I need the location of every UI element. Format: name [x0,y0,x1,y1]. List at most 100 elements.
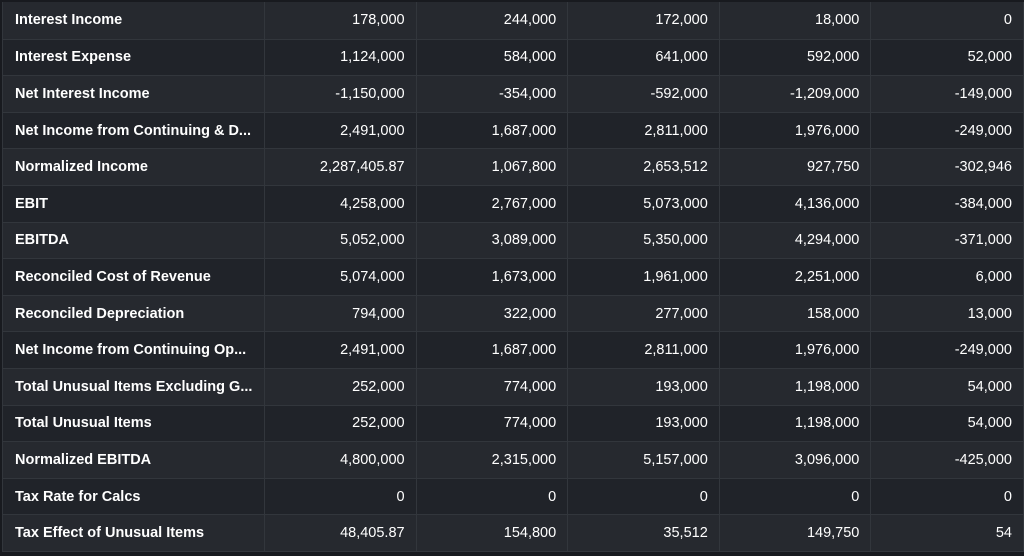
table-row: Tax Rate for Calcs 0 0 0 0 0 [3,477,1023,515]
row-label-cell: Normalized EBITDA [3,442,265,478]
value-cell: 52,000 [871,39,1023,76]
row-label: Total Unusual Items Excluding G... [15,378,253,395]
value-cell: 1,687,000 [416,332,569,368]
value-cell: 1,976,000 [719,112,872,149]
row-label: Total Unusual Items [15,415,152,432]
table-row: Interest Expense 1,124,000 584,000 641,000 5… [3,38,1023,76]
value-cell: 5,157,000 [568,442,720,478]
value-cell: 1,673,000 [416,259,569,295]
value-cell: -425,000 [871,442,1023,478]
table-row: Reconciled Depreciation 794,000 322,000 277… [3,294,1023,332]
row-label-cell: Total Unusual Items Excluding G... [3,368,265,405]
value-cell: 244,000 [416,2,569,39]
table-row: Interest Income 178,000 244,000 172,000 18,0… [3,2,1023,39]
value-cell: 2,491,000 [265,112,417,149]
value-cell: 158,000 [719,295,872,332]
table-row: Reconciled Cost of Revenue 5,074,000 1,673… [3,258,1023,295]
value-cell: 2,767,000 [416,185,569,222]
value-cell: 2,811,000 [568,112,720,149]
row-label-cell: Interest Expense [3,39,265,76]
value-cell: 13,000 [871,295,1023,332]
value-cell: -149,000 [871,76,1023,112]
table-row: EBITDA 5,052,000 3,089,000 5,350,000 4,294,0… [3,221,1023,259]
row-label: EBIT [15,195,49,212]
value-cell: 54,000 [871,368,1023,405]
value-cell: 774,000 [416,405,569,442]
row-label: Net Interest Income [15,85,150,102]
value-cell: 2,653,512 [568,149,720,185]
value-cell: 0 [719,478,872,515]
row-label: Tax Effect of Unusual Items [15,525,205,542]
table-row: Net Interest Income -1,150,000 -354,000 -59… [3,75,1023,112]
value-cell: 774,000 [416,368,569,405]
value-cell: 193,000 [568,368,720,405]
value-cell: 54,000 [871,405,1023,442]
row-label-cell: Net Income from Continuing & D... [3,112,265,149]
table-row: Net Income from Continuing & D... 2,491,0… [3,111,1023,149]
value-cell: -592,000 [568,76,720,112]
value-cell: 3,089,000 [416,222,569,259]
value-cell: 4,258,000 [265,185,417,222]
value-cell: 193,000 [568,405,720,442]
row-label: Interest Income [15,12,123,29]
value-cell: 0 [416,478,569,515]
value-cell: 18,000 [719,2,872,39]
row-label-cell: Tax Rate for Calcs [3,478,265,515]
value-cell: 35,512 [568,515,720,551]
value-cell: 927,750 [719,149,872,185]
row-label-cell: Reconciled Cost of Revenue [3,259,265,295]
value-cell: 3,096,000 [719,442,872,478]
table-row: Normalized Income 2,287,405.87 1,067,800 2,… [3,148,1023,185]
row-label-cell: Interest Income [3,2,265,39]
row-label: Interest Expense [15,49,132,66]
value-cell: 154,800 [416,515,569,551]
value-cell: 0 [871,2,1023,39]
row-label: Net Income from Continuing & D... [15,122,252,139]
table-row: Total Unusual Items Excluding G... 252,00… [3,367,1023,405]
row-label: Reconciled Cost of Revenue [15,268,211,285]
value-cell: -1,150,000 [265,76,417,112]
value-cell: 322,000 [416,295,569,332]
table-row: Net Income from Continuing Op... 2,491,00… [3,331,1023,368]
row-label-cell: Normalized Income [3,149,265,185]
row-label: Reconciled Depreciation [15,305,185,322]
row-label-cell: EBITDA [3,222,265,259]
value-cell: 172,000 [568,2,720,39]
row-label: Normalized Income [15,159,148,176]
value-cell: 2,251,000 [719,259,872,295]
table-row: Tax Effect of Unusual Items 48,405.87 154,… [3,514,1023,551]
value-cell: 0 [568,478,720,515]
row-label: EBITDA [15,232,69,249]
table-row: Normalized EBITDA 4,800,000 2,315,000 5,157… [3,441,1023,478]
value-cell: -354,000 [416,76,569,112]
value-cell: 1,198,000 [719,405,872,442]
table-row: Total Unusual Items 252,000 774,000 193,000… [3,404,1023,442]
value-cell: 1,961,000 [568,259,720,295]
value-cell: 5,350,000 [568,222,720,259]
value-cell: 2,287,405.87 [265,149,417,185]
value-cell: 178,000 [265,2,417,39]
value-cell: 1,976,000 [719,332,872,368]
value-cell: 6,000 [871,259,1023,295]
row-label: Tax Rate for Calcs [15,488,141,505]
value-cell: 0 [265,478,417,515]
value-cell: 2,315,000 [416,442,569,478]
value-cell: 5,052,000 [265,222,417,259]
value-cell: 54 [871,515,1023,551]
row-label-cell: Tax Effect of Unusual Items [3,515,265,551]
row-label-cell: Reconciled Depreciation [3,295,265,332]
value-cell: 4,136,000 [719,185,872,222]
row-label: Normalized EBITDA [15,451,152,468]
value-cell: 277,000 [568,295,720,332]
value-cell: 1,067,800 [416,149,569,185]
value-cell: 641,000 [568,39,720,76]
row-label-cell: EBIT [3,185,265,222]
table-row: EBIT 4,258,000 2,767,000 5,073,000 4,136,000… [3,184,1023,222]
value-cell: -249,000 [871,332,1023,368]
value-cell: 1,198,000 [719,368,872,405]
value-cell: -1,209,000 [719,76,872,112]
value-cell: -384,000 [871,185,1023,222]
value-cell: 2,491,000 [265,332,417,368]
value-cell: 5,074,000 [265,259,417,295]
